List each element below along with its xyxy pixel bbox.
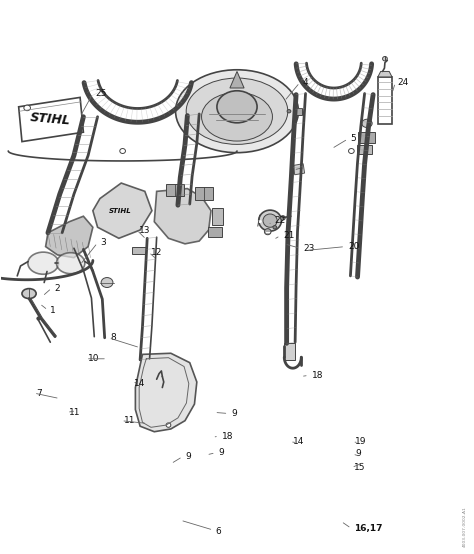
Text: 8: 8 [111,334,117,342]
Text: 11: 11 [124,416,135,425]
Bar [378,77,392,124]
Text: 24: 24 [398,78,409,87]
Text: 14: 14 [135,378,146,388]
Ellipse shape [175,70,299,153]
Text: 16,17: 16,17 [354,524,383,533]
Ellipse shape [264,229,271,235]
Text: 19: 19 [355,437,367,446]
Ellipse shape [166,423,171,427]
Text: 12: 12 [151,248,163,257]
Polygon shape [46,216,93,258]
Text: 13: 13 [139,225,151,234]
Text: 5: 5 [350,135,356,143]
Text: 18: 18 [312,371,323,380]
Text: 4003-007-0002-A1: 4003-007-0002-A1 [462,506,466,547]
Ellipse shape [383,57,387,61]
Text: 14: 14 [293,437,304,446]
Text: 9: 9 [218,448,224,457]
Text: 23: 23 [303,244,315,253]
Text: 22: 22 [274,216,285,225]
Text: 10: 10 [88,355,100,363]
Ellipse shape [201,93,273,141]
Text: 3: 3 [100,238,106,247]
Text: 11: 11 [69,408,81,417]
Text: 21: 21 [283,231,295,240]
Polygon shape [378,71,392,77]
Ellipse shape [259,210,282,231]
Bar [212,208,223,224]
Bar [166,184,184,196]
Text: 6: 6 [216,527,221,536]
Bar [358,132,374,143]
Text: STIHL: STIHL [29,111,71,128]
Text: STIHL: STIHL [109,208,132,214]
Ellipse shape [217,91,257,123]
Text: 1: 1 [50,306,56,315]
Polygon shape [18,98,83,142]
Ellipse shape [186,78,288,145]
Text: 4: 4 [302,78,308,87]
Ellipse shape [101,278,113,288]
Text: 2: 2 [54,284,60,293]
Ellipse shape [28,252,59,274]
Bar [356,146,372,155]
Bar [195,187,213,199]
Bar [208,227,222,237]
Text: 15: 15 [354,463,366,472]
Ellipse shape [281,216,285,220]
Ellipse shape [273,225,277,229]
Bar [132,247,146,254]
Text: 9: 9 [231,409,237,418]
Text: 9: 9 [185,452,191,461]
Ellipse shape [56,253,85,274]
Text: 20: 20 [348,242,359,251]
Polygon shape [230,71,244,88]
Bar [284,343,295,360]
Text: 7: 7 [36,388,42,398]
Text: 18: 18 [222,432,233,440]
Text: 25: 25 [95,89,107,98]
Ellipse shape [362,119,372,127]
Bar [293,108,302,115]
Polygon shape [155,188,211,244]
Polygon shape [93,183,152,238]
Ellipse shape [287,110,291,113]
Text: 9: 9 [355,449,361,458]
Ellipse shape [24,105,30,111]
Polygon shape [136,353,197,432]
Polygon shape [294,164,305,175]
Ellipse shape [22,289,36,299]
Ellipse shape [263,214,277,227]
